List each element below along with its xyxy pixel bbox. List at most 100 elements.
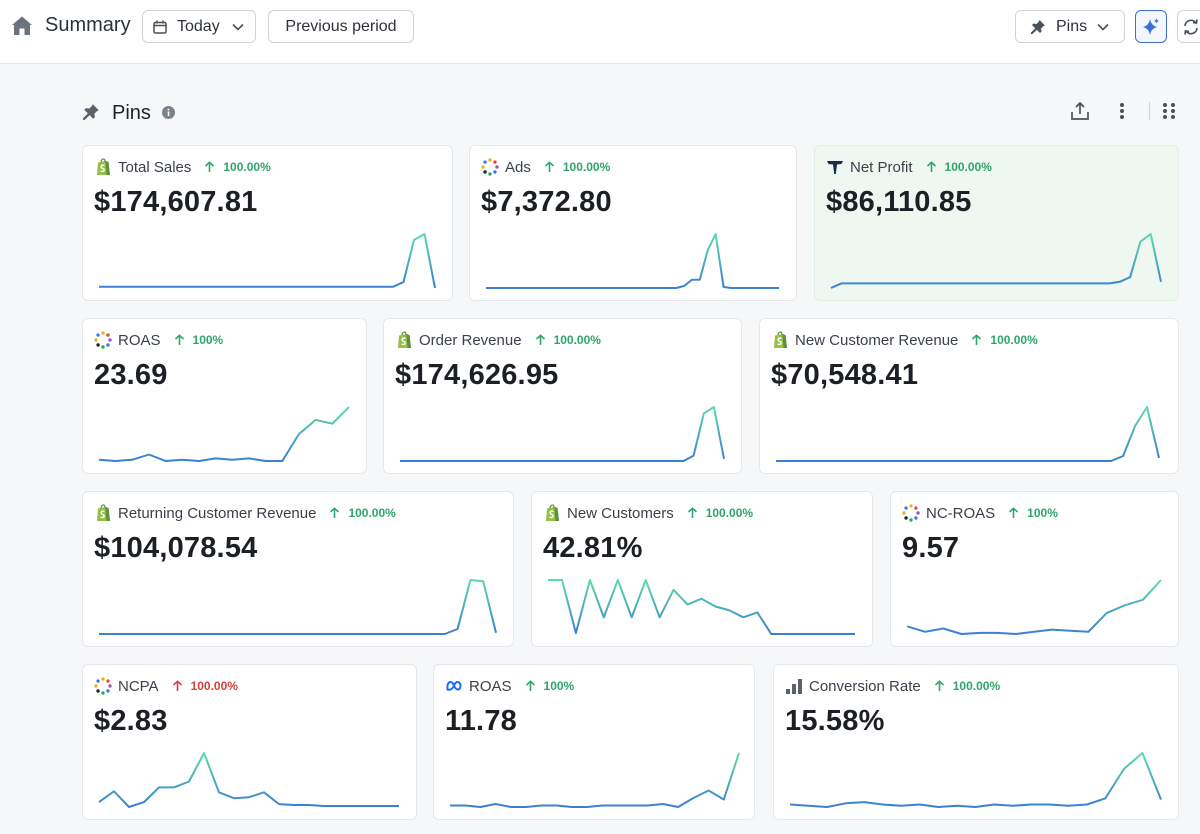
date-range-label: Today bbox=[177, 17, 220, 35]
sparkline-series bbox=[98, 406, 350, 462]
metric-change-badge: 100.00% bbox=[204, 160, 271, 174]
metric-change-value: 100% bbox=[1027, 506, 1058, 520]
metric-sparkline bbox=[98, 406, 350, 462]
metric-value: 15.58% bbox=[785, 705, 885, 737]
arrow-up-icon bbox=[525, 680, 535, 691]
sparkline-series bbox=[99, 579, 497, 635]
meta-icon bbox=[446, 680, 462, 691]
metric-title: New Customer Revenue bbox=[795, 331, 959, 349]
metric-title: Total Sales bbox=[118, 158, 192, 176]
refresh-button[interactable] bbox=[1177, 10, 1200, 43]
arrow-up-icon bbox=[926, 161, 936, 172]
metric-card-header: NC-ROAS 100% bbox=[902, 504, 1058, 522]
arrow-up-icon bbox=[544, 161, 554, 172]
metric-change-value: 100.00% bbox=[190, 679, 238, 693]
ai-assistant-button[interactable] bbox=[1135, 10, 1167, 43]
metric-card-header: Net Profit 100.00% bbox=[826, 158, 992, 176]
section-title: Pins bbox=[112, 102, 151, 124]
share-icon[interactable] bbox=[1070, 101, 1090, 121]
home-icon[interactable] bbox=[10, 14, 34, 38]
metric-card[interactable]: Ads 100.00% $7,372.80 bbox=[469, 145, 797, 301]
metric-value: $174,626.95 bbox=[395, 359, 559, 391]
shopify-icon bbox=[97, 158, 110, 175]
toolbar-divider bbox=[1149, 102, 1150, 120]
pins-dropdown-button[interactable]: Pins bbox=[1015, 10, 1125, 43]
date-range-button[interactable]: Today bbox=[142, 10, 256, 43]
shopify-icon bbox=[774, 331, 787, 348]
more-options-icon[interactable] bbox=[1114, 101, 1130, 121]
metric-card-header: ROAS 100% bbox=[94, 331, 223, 349]
chevron-down-icon bbox=[1097, 23, 1109, 31]
metric-change-value: 100.00% bbox=[705, 506, 754, 520]
metric-title: ROAS bbox=[469, 677, 512, 695]
compare-period-button[interactable]: Previous period bbox=[268, 10, 414, 43]
metric-card-header: ROAS 100% bbox=[445, 677, 574, 695]
metric-change-value: 100% bbox=[543, 679, 575, 693]
triple-whale-dots-icon bbox=[481, 158, 499, 176]
arrow-up-icon bbox=[687, 507, 697, 518]
metric-change-value: 100.00% bbox=[553, 333, 601, 347]
metric-card[interactable]: Conversion Rate 100.00% 15.58% bbox=[773, 664, 1179, 820]
pin-icon bbox=[1030, 19, 1045, 34]
sparkline-series bbox=[98, 752, 399, 808]
arrow-up-icon bbox=[972, 334, 982, 345]
metric-card[interactable]: ROAS 100% 23.69 bbox=[82, 318, 367, 474]
metric-card-header: NCPA 100.00% bbox=[94, 677, 238, 695]
metric-card[interactable]: NC-ROAS 100% 9.57 bbox=[890, 491, 1179, 647]
sparkline-series bbox=[99, 233, 436, 289]
sparkline-series bbox=[906, 579, 1162, 635]
metric-change-value: 100.00% bbox=[944, 160, 992, 174]
metric-value: 42.81% bbox=[543, 532, 643, 564]
metric-title: Returning Customer Revenue bbox=[118, 504, 317, 522]
metric-change-badge: 100% bbox=[525, 679, 575, 693]
arrow-up-icon bbox=[535, 334, 545, 345]
metric-value: $7,372.80 bbox=[481, 186, 612, 218]
metric-card[interactable]: Order Revenue 100.00% $174,626.95 bbox=[383, 318, 742, 474]
metric-value: 23.69 bbox=[94, 359, 168, 391]
metric-card[interactable]: Net Profit 100.00% $86,110.85 bbox=[814, 145, 1179, 301]
metric-value: $104,078.54 bbox=[94, 532, 258, 564]
metric-change-badge: 100% bbox=[1008, 506, 1058, 520]
triple-whale-dots-icon bbox=[94, 677, 112, 695]
metric-card[interactable]: New Customer Revenue 100.00% $70,548.41 bbox=[759, 318, 1179, 474]
arrow-up-icon bbox=[205, 161, 215, 172]
sparkline-series bbox=[830, 233, 1162, 289]
triple-whale-logo-icon bbox=[827, 161, 843, 174]
metric-card-header: Total Sales 100.00% bbox=[94, 158, 271, 176]
metric-card[interactable]: ROAS 100% 11.78 bbox=[433, 664, 755, 820]
info-icon[interactable] bbox=[162, 106, 175, 119]
pin-icon bbox=[82, 104, 99, 121]
metric-sparkline bbox=[400, 406, 725, 462]
metric-card[interactable]: NCPA 100.00% $2.83 bbox=[82, 664, 417, 820]
metric-sparkline bbox=[99, 233, 436, 289]
compare-period-label: Previous period bbox=[285, 17, 397, 35]
metric-card-header: Returning Customer Revenue 100.00% bbox=[94, 504, 396, 522]
metric-title: Conversion Rate bbox=[809, 677, 921, 695]
metric-title: NC-ROAS bbox=[926, 504, 996, 522]
metric-value: $2.83 bbox=[94, 705, 168, 737]
shopify-icon bbox=[398, 331, 411, 348]
metric-title: NCPA bbox=[118, 677, 159, 695]
arrow-up-icon bbox=[1009, 507, 1019, 518]
metric-change-badge: 100.00% bbox=[172, 679, 238, 693]
metric-change-badge: 100.00% bbox=[544, 160, 610, 174]
metric-card-header: Ads 100.00% bbox=[481, 158, 610, 176]
metric-sparkline bbox=[830, 233, 1162, 289]
metric-change-badge: 100% bbox=[174, 333, 223, 347]
metric-title: ROAS bbox=[118, 331, 161, 349]
sparkline-series bbox=[776, 406, 1160, 462]
metric-title: Ads bbox=[505, 158, 531, 176]
drag-handle-icon[interactable] bbox=[1161, 102, 1177, 120]
arrow-up-red-icon bbox=[172, 680, 182, 691]
sparkline-series bbox=[450, 752, 740, 808]
chevron-down-icon bbox=[232, 23, 244, 31]
metric-sparkline bbox=[98, 752, 399, 808]
arrow-up-icon bbox=[934, 680, 944, 691]
metric-card[interactable]: New Customers 100.00% 42.81% bbox=[531, 491, 873, 647]
metric-change-badge: 100.00% bbox=[934, 679, 1000, 693]
metric-card[interactable]: Returning Customer Revenue 100.00% $104,07… bbox=[82, 491, 514, 647]
metric-card[interactable]: Total Sales 100.00% $174,607.81 bbox=[82, 145, 453, 301]
sparkline-series bbox=[400, 406, 725, 462]
metric-value: $174,607.81 bbox=[94, 186, 258, 218]
metric-card-header: Order Revenue 100.00% bbox=[395, 331, 601, 349]
